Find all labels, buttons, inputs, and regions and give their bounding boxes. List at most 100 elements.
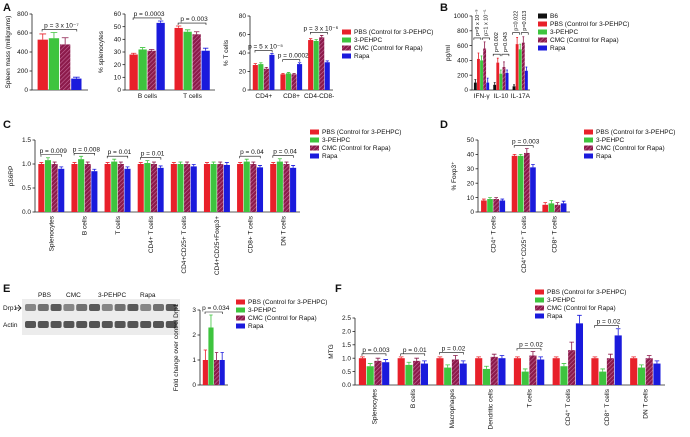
bar xyxy=(521,42,525,90)
y-tick-label: 0 xyxy=(117,87,121,94)
y-tick-label: 40 xyxy=(239,50,247,57)
error-bar xyxy=(524,148,529,153)
y-tick-label: 1000 xyxy=(454,13,469,20)
y-tick-label: 2.5 xyxy=(342,315,351,322)
bar xyxy=(201,50,210,90)
row-label: Actin xyxy=(3,322,18,329)
error-bar xyxy=(516,37,519,45)
band xyxy=(153,304,164,311)
bar xyxy=(283,164,290,212)
legend-label: PBS (Control for 3-PEHPC) xyxy=(596,129,675,136)
x-tick-label: Macrophages xyxy=(449,388,456,428)
error-bar xyxy=(531,164,535,168)
bar xyxy=(459,363,467,385)
error-bar xyxy=(639,364,644,368)
error-bar xyxy=(52,161,57,164)
error-bar xyxy=(292,72,296,75)
error-bar xyxy=(45,157,50,161)
error-bar xyxy=(157,20,164,23)
annotation: p=1 x 10⁻⁵ xyxy=(483,9,490,35)
bar xyxy=(208,327,214,385)
error-bar xyxy=(493,82,496,85)
bar xyxy=(137,164,144,212)
annotation: p = 0.01 xyxy=(141,151,165,158)
error-bar xyxy=(224,162,229,165)
y-axis-label: % splenocytes xyxy=(98,30,105,73)
bar xyxy=(420,363,429,385)
error-bar xyxy=(453,355,458,360)
bar xyxy=(653,363,661,385)
band xyxy=(101,321,113,328)
x-tick-label: CD4⁺CD25⁺ T cells xyxy=(521,215,528,273)
error-bar xyxy=(484,365,489,369)
y-tick-label: 80 xyxy=(239,13,247,20)
legend-label: PBS (Control for 3-PEHPC) xyxy=(248,299,327,306)
bracket xyxy=(439,352,464,355)
band xyxy=(165,321,177,328)
error-bar xyxy=(151,161,156,164)
legend-swatch xyxy=(236,323,245,329)
bracket xyxy=(400,353,426,356)
y-tick-label: 1.0 xyxy=(22,161,31,168)
y-axis-label: MTG xyxy=(328,344,335,358)
error-bar xyxy=(383,359,389,363)
bar xyxy=(91,171,98,212)
y-axis-label: % T cells xyxy=(223,39,230,66)
bar xyxy=(192,34,201,90)
error-bar xyxy=(477,52,480,59)
bar xyxy=(84,164,91,212)
legend-swatch xyxy=(538,29,547,35)
error-bar xyxy=(512,154,517,156)
bar xyxy=(51,164,58,212)
error-bar xyxy=(488,197,492,200)
y-tick-label: 20 xyxy=(239,69,247,76)
legend-label: Rapa xyxy=(322,153,338,160)
annotation: p = 0.02 xyxy=(442,346,466,353)
bar xyxy=(366,366,374,385)
y-axis-label: pS6RP xyxy=(8,166,15,187)
bar xyxy=(606,358,615,385)
error-bar xyxy=(555,202,560,205)
bar xyxy=(548,203,555,212)
bar xyxy=(258,64,264,90)
error-bar xyxy=(171,162,176,164)
annotation: p = 0.04 xyxy=(240,149,264,156)
bar xyxy=(177,164,184,212)
bracket xyxy=(516,348,542,351)
bar xyxy=(481,200,487,212)
bar xyxy=(513,358,522,385)
y-tick-label: 0.5 xyxy=(342,369,351,376)
error-bar xyxy=(184,29,191,32)
error-bar xyxy=(202,47,209,51)
bar xyxy=(490,356,498,385)
bar xyxy=(129,54,138,90)
bar xyxy=(397,358,405,385)
band xyxy=(76,321,88,328)
error-bar xyxy=(244,158,249,162)
error-bar xyxy=(608,353,613,359)
error-bar xyxy=(72,76,80,79)
bar xyxy=(496,62,500,90)
bar xyxy=(358,358,367,385)
error-bar xyxy=(259,62,263,65)
annotation: p = 0.01 xyxy=(403,347,427,354)
y-tick-label: 50 xyxy=(467,137,475,144)
chart: pS6RP 0.0 0.5 1.0 1.5 Splenocytes B cells T cel… xyxy=(8,129,401,275)
bar xyxy=(285,73,292,90)
bar xyxy=(382,362,390,385)
bar xyxy=(498,358,506,385)
y-tick-label: 200 xyxy=(17,68,28,75)
bar xyxy=(542,204,549,212)
band xyxy=(37,321,49,328)
error-bar xyxy=(367,363,373,367)
x-tick-label: Splenocytes xyxy=(49,215,56,251)
legend-label: CMC (Control for Rapa) xyxy=(547,305,616,312)
error-bar xyxy=(480,55,483,61)
legend-label: B6 xyxy=(550,13,558,20)
y-tick-label: 10 xyxy=(467,195,475,202)
error-bar xyxy=(72,162,77,164)
bar xyxy=(521,371,529,385)
legend-swatch xyxy=(584,137,593,143)
error-bar xyxy=(264,66,269,69)
y-tick-label: 0 xyxy=(464,87,468,94)
